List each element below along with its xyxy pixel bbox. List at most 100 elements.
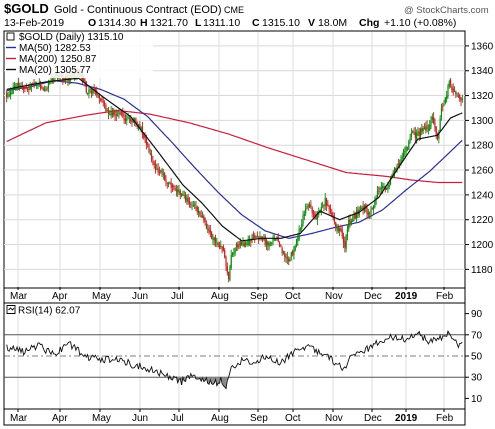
candle-body [126, 118, 128, 121]
candle-body [406, 147, 409, 149]
month-label: 2019 [395, 291, 418, 302]
candle-body [109, 114, 111, 115]
candle-body [282, 251, 285, 254]
month-label: Apr [52, 413, 68, 424]
candle-body [455, 91, 457, 95]
rsi-legend-background [5, 304, 85, 315]
candle-body [301, 224, 303, 229]
quote-volume-label: V [308, 17, 315, 29]
rsi-label: RSI(14) 62.07 [18, 306, 81, 317]
quote-close: 1315.10 [262, 17, 300, 29]
candle-body [277, 236, 279, 242]
candle-body [221, 247, 223, 249]
candle-body [62, 76, 64, 81]
candle-body [333, 217, 335, 222]
candle-body [414, 131, 416, 138]
candle-body [247, 239, 249, 245]
candle-body [376, 191, 379, 197]
candle-body [297, 237, 299, 241]
candle-body [19, 85, 21, 87]
candle-body [372, 205, 375, 210]
candle-body [197, 210, 200, 213]
chart-symbol: $GOLD [4, 1, 49, 16]
price-tick-label: 1320 [471, 91, 494, 102]
candle-body [418, 131, 420, 136]
candle-body [7, 96, 9, 98]
candle-body [288, 259, 290, 262]
month-label: Mar [10, 291, 28, 302]
price-tick-label: 1220 [471, 215, 494, 226]
rsi-oversold-fill [183, 377, 185, 381]
month-label: Feb [436, 291, 454, 302]
quote-open: 1314.30 [98, 17, 136, 29]
candle-body [400, 158, 402, 165]
candle-body [117, 115, 119, 117]
candle-body [255, 236, 257, 238]
candle-body [171, 185, 174, 187]
rsi-oversold-fill [207, 377, 209, 384]
candle-body [136, 122, 138, 125]
candle-body [349, 219, 351, 224]
month-label: May [92, 291, 111, 302]
candle-body [187, 197, 189, 203]
candle-body [200, 215, 202, 218]
candle-body [131, 121, 133, 122]
candle-body [26, 88, 29, 90]
candle-body [64, 76, 67, 81]
candle-body [320, 207, 322, 213]
candle-body [150, 154, 153, 160]
candle-body [396, 165, 398, 172]
candle-body [230, 254, 232, 268]
candle-body [447, 86, 449, 96]
candle-body [118, 111, 120, 115]
candle-body [238, 245, 240, 247]
candle-body [284, 252, 286, 257]
candle-body [449, 80, 452, 86]
candle-body [355, 211, 358, 220]
rsi-legend-icon [6, 305, 16, 314]
candle-body [275, 239, 277, 240]
rsi-oversold-fill [200, 377, 202, 382]
candle-body [194, 204, 196, 206]
quote-change: +1.10 (+0.08%) [384, 17, 456, 29]
candle-body [183, 194, 185, 196]
rsi-layer [6, 330, 463, 390]
candle-body [152, 161, 154, 163]
candle-body [205, 223, 208, 229]
month-label: Jun [132, 291, 148, 302]
candle-body [140, 127, 142, 130]
candle-body [224, 250, 226, 258]
rsi-grid [4, 304, 465, 408]
rsi-oversold-fill [212, 377, 214, 385]
candle-body [165, 178, 167, 183]
candle-body [354, 212, 356, 219]
candle-body [47, 82, 50, 89]
candle-body [323, 205, 325, 207]
candle-body [98, 95, 100, 99]
candle-body [145, 138, 147, 145]
candle-body [265, 240, 268, 245]
candle-body [256, 235, 258, 237]
candle-body [371, 208, 373, 209]
price-tick-label: 1200 [471, 240, 494, 251]
price-tick-label: 1280 [471, 141, 494, 152]
month-label: Jul [171, 413, 184, 424]
candle-body [204, 218, 206, 223]
candle-body [110, 111, 112, 116]
candle-body [451, 86, 453, 90]
candle-body [382, 186, 384, 189]
quote-date: 13-Feb-2019 [4, 17, 64, 29]
candle-body [312, 210, 315, 215]
quote-low: 1311.10 [203, 17, 240, 29]
candle-body [404, 150, 406, 153]
candle-body [90, 90, 93, 94]
candle-body [434, 122, 436, 128]
candle-body [114, 110, 116, 116]
candle-body [235, 243, 238, 247]
candle-body [285, 256, 287, 258]
candle-body [444, 97, 446, 103]
month-label: Apr [52, 291, 68, 302]
candle-body [322, 205, 324, 207]
month-labels-bottom: Mar Apr May Jun Jul Aug Sep Oct Nov Dec 2019 Feb [10, 409, 454, 424]
